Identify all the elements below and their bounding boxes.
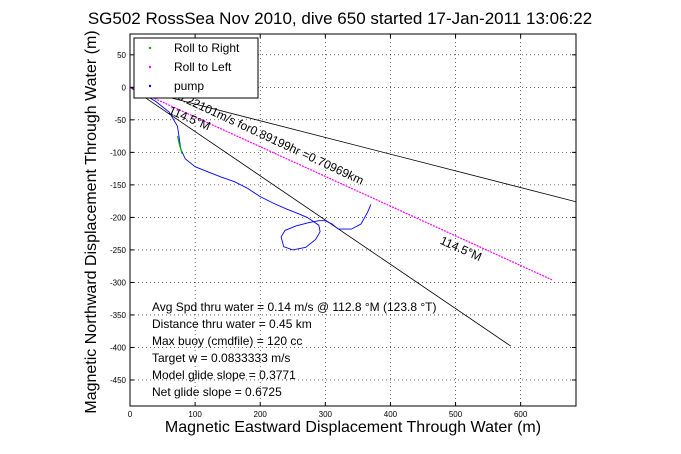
legend-label: pump bbox=[174, 79, 204, 93]
x-tick-label: 500 bbox=[449, 410, 463, 419]
stat-line: Target w = 0.0833333 m/s bbox=[152, 351, 290, 365]
legend-marker bbox=[148, 46, 152, 50]
stats-block: Avg Spd thru water = 0.14 m/s @ 112.8 °M… bbox=[152, 300, 436, 399]
legend-box bbox=[133, 37, 259, 99]
y-axis-label: Magnetic Northward Displacement Through … bbox=[83, 30, 100, 413]
series-pump bbox=[133, 88, 372, 251]
legend-label: Roll to Left bbox=[174, 60, 232, 74]
y-tick-label: 0 bbox=[122, 83, 127, 92]
x-tick-label: 0 bbox=[128, 410, 133, 419]
legend-marker bbox=[148, 65, 152, 69]
stat-line: Max buoy (cmdfile) = 120 cc bbox=[152, 334, 302, 348]
y-tick-label: -300 bbox=[110, 278, 127, 287]
stat-line: Avg Spd thru water = 0.14 m/s @ 112.8 °M… bbox=[152, 300, 436, 314]
legend: Roll to Right Roll to Left pump bbox=[133, 37, 259, 99]
reference-line-1 bbox=[130, 86, 576, 203]
y-tick-label: -50 bbox=[114, 116, 126, 125]
y-tick-label: -250 bbox=[110, 246, 127, 255]
x-tick-label: 600 bbox=[514, 410, 528, 419]
reference-line-2 bbox=[130, 86, 512, 347]
series-layer bbox=[130, 86, 576, 347]
x-tick-label: 200 bbox=[254, 410, 268, 419]
y-tick-label: -100 bbox=[110, 148, 127, 157]
chart-title: SG502 RossSea Nov 2010, dive 650 started… bbox=[88, 9, 592, 28]
y-tick-label: -150 bbox=[110, 181, 127, 190]
legend-marker bbox=[148, 84, 152, 88]
stat-line: Distance thru water = 0.45 km bbox=[152, 317, 312, 331]
y-tick-label: -400 bbox=[110, 343, 127, 352]
y-tick-label: -200 bbox=[110, 213, 127, 222]
series-roll-to-left bbox=[130, 86, 553, 281]
x-tick-label: 400 bbox=[384, 410, 398, 419]
x-axis-label: Magnetic Eastward Displacement Through W… bbox=[165, 419, 541, 436]
y-tick-label: 50 bbox=[117, 51, 126, 60]
legend-label: Roll to Right bbox=[174, 41, 240, 55]
ticks: 0 100 200 300 400 500 600500-50-100-150-200-25… bbox=[110, 34, 576, 419]
y-tick-label: -350 bbox=[110, 311, 127, 320]
x-tick-label: 300 bbox=[319, 410, 333, 419]
stat-line: Net glide slope = 0.6725 bbox=[152, 385, 282, 399]
stat-line: Model glide slope = 0.3771 bbox=[152, 368, 296, 382]
x-tick-label: 100 bbox=[188, 410, 202, 419]
series-roll-to-right bbox=[176, 135, 183, 154]
plot-frame bbox=[129, 33, 577, 407]
y-tick-label: -450 bbox=[110, 376, 127, 385]
